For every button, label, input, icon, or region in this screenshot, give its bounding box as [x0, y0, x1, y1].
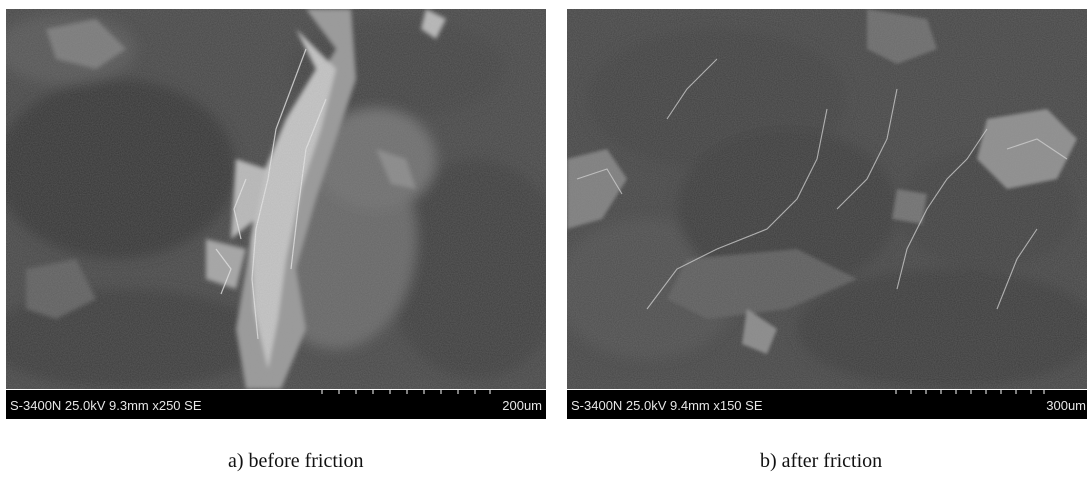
sem-info-bar: S-3400N 25.0kV 9.3mm x250 SE 200um: [6, 390, 546, 419]
sem-info-text: S-3400N 25.0kV 9.4mm x150 SE: [571, 398, 763, 413]
sem-info-bar: S-3400N 25.0kV 9.4mm x150 SE 300um: [567, 390, 1087, 419]
scale-bar-label: 200um: [502, 398, 542, 413]
scale-bar-ticks: [895, 390, 1045, 394]
sem-info-text: S-3400N 25.0kV 9.3mm x250 SE: [10, 398, 202, 413]
scale-bar-ticks: [321, 390, 491, 394]
sem-panel-after: S-3400N 25.0kV 9.4mm x150 SE 300um: [567, 9, 1087, 419]
sem-micrograph-after: [567, 9, 1087, 389]
caption-before-friction: a) before friction: [228, 450, 364, 472]
caption-after-friction: b) after friction: [760, 450, 883, 472]
scale-bar-label: 300um: [1046, 398, 1086, 413]
sem-panel-before: S-3400N 25.0kV 9.3mm x250 SE 200um: [6, 9, 546, 419]
sem-micrograph-before: [6, 9, 546, 389]
